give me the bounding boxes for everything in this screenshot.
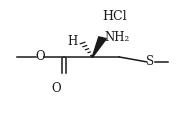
Text: H: H — [68, 35, 78, 48]
Polygon shape — [92, 37, 106, 57]
Text: S: S — [146, 55, 154, 68]
Text: HCl: HCl — [102, 10, 127, 23]
Text: NH₂: NH₂ — [105, 31, 130, 44]
Text: O: O — [35, 50, 45, 64]
Text: O: O — [51, 82, 61, 95]
